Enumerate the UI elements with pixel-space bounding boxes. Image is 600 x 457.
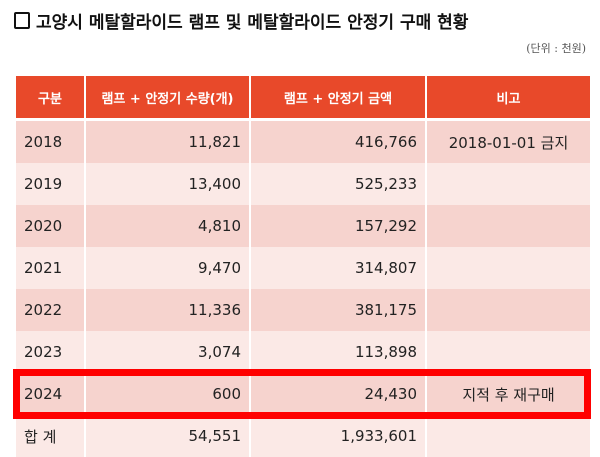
table-row: 2021 9,470 314,807 — [14, 247, 592, 289]
cell-quantity: 3,074 — [84, 331, 251, 373]
cell-quantity: 4,810 — [84, 205, 251, 247]
cell-amount: 1,933,601 — [249, 415, 427, 457]
purchase-table: 구분 램프 + 안정기 수량(개) 램프 + 안정기 금액 비고 2018 11,… — [14, 76, 592, 457]
checkbox-square-icon — [14, 12, 30, 29]
cell-quantity: 13,400 — [84, 163, 251, 205]
cell-amount: 381,175 — [249, 289, 427, 331]
cell-amount: 314,807 — [249, 247, 427, 289]
cell-quantity: 600 — [84, 373, 251, 415]
table-row: 2024 600 24,430 지적 후 재구매 — [14, 373, 592, 415]
table-row: 합 계 54,551 1,933,601 — [14, 415, 592, 457]
cell-note — [425, 331, 592, 373]
header-note: 비고 — [425, 76, 592, 121]
cell-year: 2024 — [14, 373, 86, 415]
cell-year: 2020 — [14, 205, 86, 247]
header-amount: 램프 + 안정기 금액 — [249, 76, 427, 121]
table-row: 2022 11,336 381,175 — [14, 289, 592, 331]
header-quantity: 램프 + 안정기 수량(개) — [84, 76, 251, 121]
title-text: 고양시 메탈할라이드 램프 및 메탈할라이드 안정기 구매 현황 — [36, 13, 469, 33]
cell-amount: 416,766 — [249, 119, 427, 163]
cell-quantity: 9,470 — [84, 247, 251, 289]
cell-amount: 113,898 — [249, 331, 427, 373]
cell-note: 2018-01-01 금지 — [425, 119, 592, 163]
unit-label: (단위 : 천원) — [526, 42, 586, 55]
cell-quantity: 11,336 — [84, 289, 251, 331]
table-row: 2018 11,821 416,766 2018-01-01 금지 — [14, 119, 592, 163]
cell-year: 합 계 — [14, 415, 86, 457]
page-title: 고양시 메탈할라이드 램프 및 메탈할라이드 안정기 구매 현황 — [14, 8, 468, 33]
table-row: 2023 3,074 113,898 — [14, 331, 592, 373]
table-row: 2019 13,400 525,233 — [14, 163, 592, 205]
cell-amount: 525,233 — [249, 163, 427, 205]
cell-amount: 24,430 — [249, 373, 427, 415]
cell-note — [425, 205, 592, 247]
cell-quantity: 11,821 — [84, 119, 251, 163]
cell-year: 2021 — [14, 247, 86, 289]
cell-quantity: 54,551 — [84, 415, 251, 457]
cell-amount: 157,292 — [249, 205, 427, 247]
table-header-row: 구분 램프 + 안정기 수량(개) 램프 + 안정기 금액 비고 — [14, 76, 592, 121]
cell-year: 2023 — [14, 331, 86, 373]
cell-year: 2018 — [14, 119, 86, 163]
cell-note: 지적 후 재구매 — [425, 373, 592, 415]
cell-note — [425, 163, 592, 205]
cell-note — [425, 247, 592, 289]
table-row: 2020 4,810 157,292 — [14, 205, 592, 247]
cell-year: 2022 — [14, 289, 86, 331]
cell-year: 2019 — [14, 163, 86, 205]
header-category: 구분 — [14, 76, 86, 121]
cell-note — [425, 289, 592, 331]
cell-note — [425, 415, 592, 457]
